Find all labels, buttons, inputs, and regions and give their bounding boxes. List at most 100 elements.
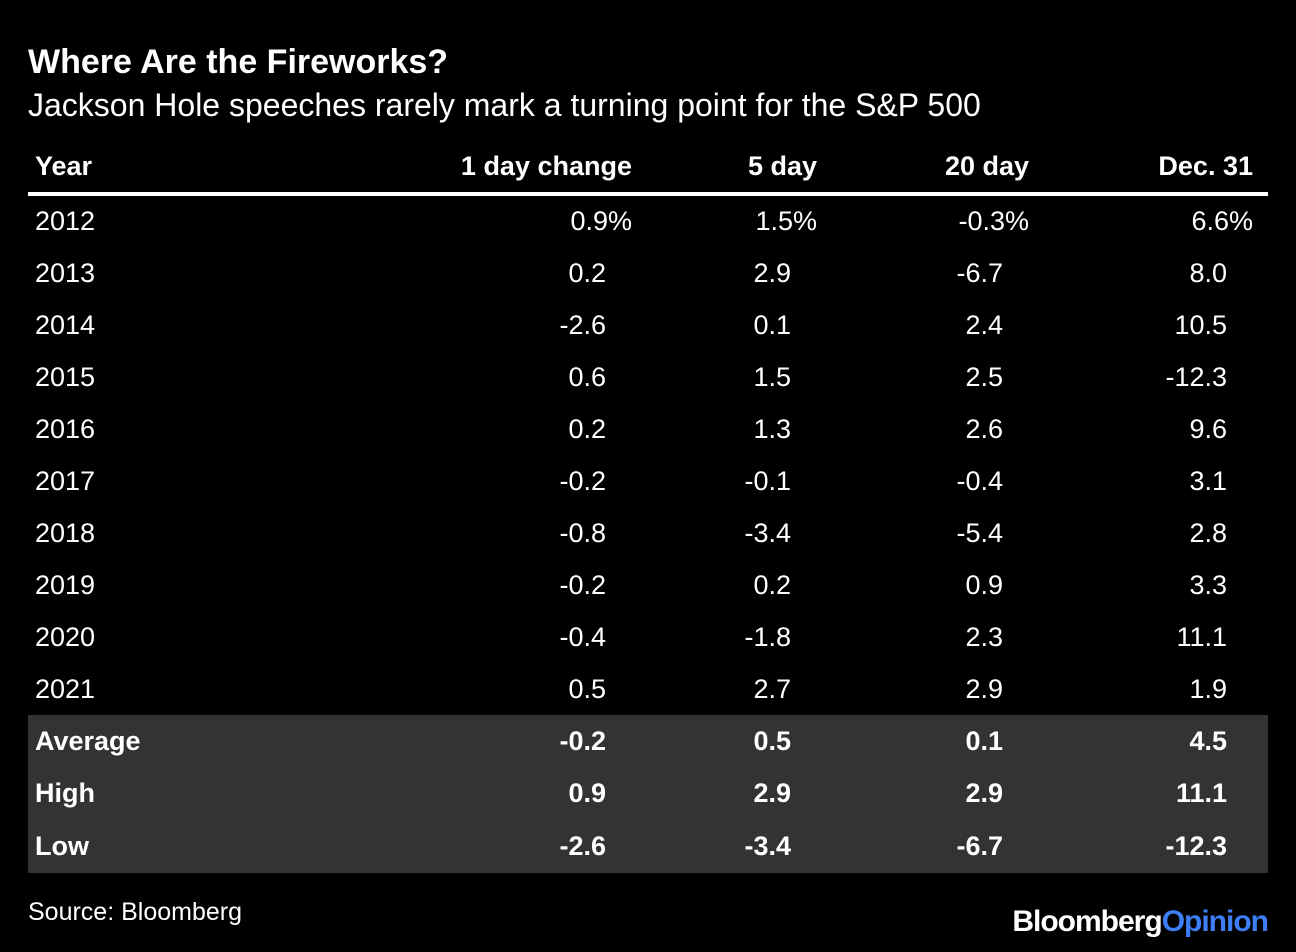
cell-year: Average: [28, 715, 278, 767]
table-row: 2017 -0.2 -0.1 -0.4 3.1: [28, 455, 1268, 507]
cell-dec-31: 11.1: [1029, 767, 1253, 819]
cell-5-day: 2.9: [753, 257, 791, 288]
cell-1-day: 0.2: [568, 257, 606, 288]
table-row: 2015 0.6 1.5 2.5 -12.3: [28, 351, 1268, 403]
cell-20-day: 0.9: [965, 569, 1003, 600]
cell-1-day: -0.2: [278, 715, 632, 767]
cell-dec-31: 1.9: [1189, 673, 1227, 704]
cell-20-day: 2.6: [965, 413, 1003, 444]
cell-1-day: 0.5: [568, 673, 606, 704]
cell-1-day: -0.2: [559, 569, 606, 600]
cell-spacer: [1253, 767, 1268, 819]
summary-row: Low -2.6 -3.4 -6.7 -12.3: [28, 819, 1268, 873]
data-table: Year 1 day change 5 day 20 day Dec. 31 2…: [28, 140, 1268, 873]
cell-year: 2017: [35, 465, 96, 496]
cell-dec-31: 11.1: [1176, 621, 1227, 652]
cell-dec-31: 2.8: [1189, 517, 1227, 548]
cell-year: 2018: [35, 517, 96, 548]
header-1-day-change: 1 day change: [278, 140, 632, 196]
table-row: 2018 -0.8 -3.4 -5.4 2.8: [28, 507, 1268, 559]
table-body: 2012 0.9% 1.5% -0.3% 6.6% 2013 0.2 2.9 -6.7 8.0 20…: [28, 194, 1268, 873]
chart-subtitle: Jackson Hole speeches rarely mark a turn…: [28, 87, 981, 123]
table-row: 2020 -0.4 -1.8 2.3 11.1: [28, 611, 1268, 663]
cell-20-day: 2.9: [817, 767, 1029, 819]
cell-year: 2019: [35, 569, 96, 600]
cell-spacer: [1253, 455, 1268, 507]
cell-dec-31: 3.1: [1189, 465, 1227, 496]
cell-5-day: -0.1: [744, 465, 791, 496]
cell-spacer: [1253, 247, 1268, 299]
table-row: 2013 0.2 2.9 -6.7 8.0: [28, 247, 1268, 299]
cell-20-day: 2.4: [965, 309, 1003, 340]
cell-year: 2015: [35, 361, 96, 392]
header-5-day: 5 day: [632, 140, 817, 196]
cell-20-day: 2.9: [965, 673, 1003, 704]
cell-spacer: [1253, 507, 1268, 559]
cell-5-day: 0.5: [632, 715, 817, 767]
table-row: 2014 -2.6 0.1 2.4 10.5: [28, 299, 1268, 351]
cell-5-day: -3.4: [744, 517, 791, 548]
cell-1-day: 0.6: [568, 361, 606, 392]
cell-dec-31: 3.3: [1189, 569, 1227, 600]
cell-20-day: -6.7: [817, 819, 1029, 873]
cell-1-day: 0.9%: [570, 206, 632, 236]
cell-20-day: 0.1: [817, 715, 1029, 767]
cell-spacer: [1253, 559, 1268, 611]
logo-part-opinion: Opinion: [1161, 905, 1269, 938]
table-row: 2021 0.5 2.7 2.9 1.9: [28, 663, 1268, 715]
header-spacer: [1253, 140, 1268, 196]
cell-year: Low: [28, 819, 278, 873]
cell-year: 2013: [35, 257, 96, 288]
table-row: 2012 0.9% 1.5% -0.3% 6.6%: [28, 194, 1268, 247]
cell-dec-31: 8.0: [1189, 257, 1227, 288]
cell-spacer: [1253, 663, 1268, 715]
cell-5-day: 2.9: [632, 767, 817, 819]
cell-20-day: -6.7: [956, 257, 1003, 288]
cell-5-day: -1.8: [744, 621, 791, 652]
cell-dec-31: 10.5: [1174, 309, 1227, 340]
cell-dec-31: 9.6: [1189, 413, 1227, 444]
cell-20-day: 2.3: [965, 621, 1003, 652]
cell-1-day: -0.4: [559, 621, 606, 652]
cell-year: 2020: [35, 621, 96, 652]
chart-title: Where Are the Fireworks?: [28, 43, 449, 81]
cell-year: 2016: [35, 413, 96, 444]
bloomberg-opinion-logo: BloombergOpinion: [1012, 904, 1269, 940]
header-20-day: 20 day: [817, 140, 1029, 196]
cell-20-day: -0.4: [956, 465, 1003, 496]
table-row: 2019 -0.2 0.2 0.9 3.3: [28, 559, 1268, 611]
cell-dec-31: 6.6%: [1191, 206, 1253, 236]
cell-spacer: [1253, 351, 1268, 403]
table-row: 2016 0.2 1.3 2.6 9.6: [28, 403, 1268, 455]
cell-dec-31: 4.5: [1029, 715, 1253, 767]
cell-5-day: 0.2: [753, 569, 791, 600]
cell-year: High: [28, 767, 278, 819]
cell-1-day: 0.2: [568, 413, 606, 444]
summary-row: High 0.9 2.9 2.9 11.1: [28, 767, 1268, 819]
cell-spacer: [1253, 194, 1268, 247]
logo-part-bloomberg: Bloomberg: [1012, 905, 1162, 938]
cell-5-day: 1.5: [753, 361, 791, 392]
cell-1-day: -2.6: [278, 819, 632, 873]
cell-spacer: [1253, 715, 1268, 767]
cell-year: 2012: [35, 206, 96, 236]
header-year: Year: [28, 140, 278, 196]
cell-5-day: 1.5%: [755, 206, 817, 236]
summary-row: Average -0.2 0.5 0.1 4.5: [28, 715, 1268, 767]
cell-5-day: 1.3: [753, 413, 791, 444]
source-note: Source: Bloomberg: [28, 898, 243, 926]
cell-20-day: -0.3%: [958, 206, 1029, 236]
cell-20-day: 2.5: [965, 361, 1003, 392]
cell-dec-31: -12.3: [1029, 819, 1253, 873]
cell-spacer: [1253, 299, 1268, 351]
cell-5-day: 0.1: [753, 309, 791, 340]
cell-spacer: [1253, 403, 1268, 455]
cell-1-day: 0.9: [278, 767, 632, 819]
cell-20-day: -5.4: [956, 517, 1003, 548]
cell-year: 2014: [35, 309, 96, 340]
cell-spacer: [1253, 819, 1268, 873]
header-row: Year 1 day change 5 day 20 day Dec. 31: [28, 140, 1268, 196]
cell-year: 2021: [35, 673, 96, 704]
cell-5-day: -3.4: [632, 819, 817, 873]
cell-5-day: 2.7: [753, 673, 791, 704]
